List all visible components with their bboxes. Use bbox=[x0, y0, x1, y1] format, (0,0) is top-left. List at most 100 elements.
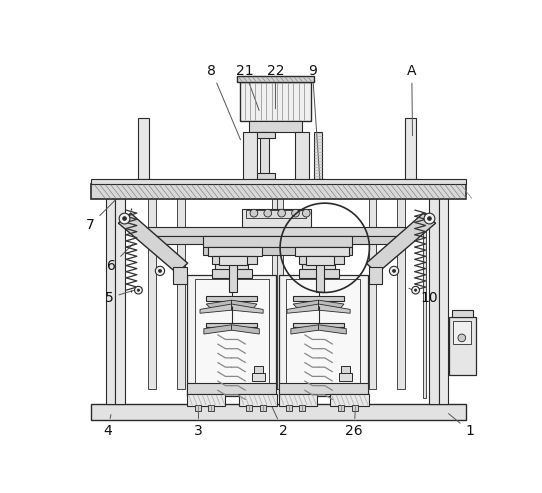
Bar bbox=[311, 178, 325, 185]
Text: 21: 21 bbox=[236, 64, 259, 110]
Polygon shape bbox=[206, 300, 231, 310]
Polygon shape bbox=[231, 304, 263, 313]
Circle shape bbox=[302, 210, 310, 217]
Bar bbox=[330, 394, 369, 406]
Bar bbox=[106, 190, 115, 404]
Bar bbox=[177, 188, 185, 388]
Polygon shape bbox=[366, 213, 436, 273]
Bar bbox=[402, 178, 418, 186]
Bar bbox=[299, 256, 344, 264]
Bar bbox=[277, 188, 283, 388]
Polygon shape bbox=[291, 325, 319, 334]
Text: 3: 3 bbox=[194, 397, 203, 438]
Text: 6: 6 bbox=[107, 245, 133, 273]
Bar bbox=[260, 132, 269, 184]
Bar bbox=[242, 209, 311, 227]
Bar bbox=[453, 321, 471, 344]
Circle shape bbox=[134, 286, 142, 294]
Bar bbox=[341, 366, 350, 380]
Bar bbox=[452, 310, 473, 317]
Circle shape bbox=[415, 289, 417, 291]
Circle shape bbox=[389, 266, 399, 276]
Circle shape bbox=[250, 210, 258, 217]
Bar bbox=[240, 82, 311, 121]
Circle shape bbox=[458, 334, 466, 342]
Bar bbox=[208, 247, 262, 256]
Bar bbox=[306, 255, 334, 265]
Bar bbox=[299, 269, 339, 278]
Circle shape bbox=[292, 210, 299, 217]
Bar bbox=[195, 279, 268, 392]
Bar bbox=[149, 188, 156, 388]
Text: 7: 7 bbox=[86, 190, 125, 232]
Bar bbox=[215, 264, 248, 275]
Polygon shape bbox=[319, 300, 344, 310]
Bar bbox=[369, 267, 383, 284]
Text: 9: 9 bbox=[308, 64, 320, 181]
Bar bbox=[397, 188, 405, 388]
Polygon shape bbox=[231, 325, 259, 334]
Circle shape bbox=[137, 289, 139, 291]
Circle shape bbox=[428, 216, 431, 220]
Bar bbox=[147, 236, 408, 244]
Circle shape bbox=[424, 213, 435, 224]
Bar bbox=[91, 184, 466, 199]
Bar bbox=[212, 256, 257, 264]
Polygon shape bbox=[319, 325, 346, 334]
Bar bbox=[255, 173, 275, 178]
Bar bbox=[369, 188, 376, 388]
Bar bbox=[295, 247, 349, 256]
Circle shape bbox=[156, 266, 165, 276]
Bar bbox=[429, 190, 438, 404]
Polygon shape bbox=[287, 304, 319, 313]
Bar bbox=[238, 394, 277, 406]
Polygon shape bbox=[293, 300, 319, 310]
Circle shape bbox=[412, 286, 420, 294]
Bar bbox=[138, 118, 149, 184]
Bar bbox=[338, 405, 344, 411]
Bar bbox=[246, 210, 306, 218]
Bar bbox=[147, 227, 408, 236]
Circle shape bbox=[119, 213, 130, 224]
Bar bbox=[203, 236, 352, 247]
Polygon shape bbox=[319, 304, 350, 313]
Bar bbox=[352, 405, 358, 411]
Bar bbox=[203, 247, 352, 255]
Text: 10: 10 bbox=[409, 288, 438, 305]
Bar bbox=[317, 264, 324, 292]
Bar bbox=[220, 255, 247, 265]
Bar bbox=[260, 405, 266, 411]
Bar bbox=[136, 178, 152, 186]
Bar bbox=[206, 296, 257, 301]
Bar bbox=[293, 296, 344, 301]
Bar bbox=[243, 132, 257, 184]
Bar bbox=[302, 264, 335, 275]
Bar bbox=[339, 373, 352, 381]
Bar bbox=[237, 76, 314, 82]
Bar bbox=[229, 264, 237, 292]
Text: 8: 8 bbox=[207, 64, 241, 140]
Bar bbox=[286, 405, 292, 411]
Polygon shape bbox=[200, 304, 231, 313]
Bar bbox=[286, 279, 360, 392]
Bar bbox=[314, 132, 321, 179]
Bar bbox=[254, 366, 263, 380]
Bar bbox=[405, 118, 416, 184]
Text: 11: 11 bbox=[449, 331, 470, 345]
Text: 1: 1 bbox=[449, 414, 474, 438]
Text: 5: 5 bbox=[105, 288, 142, 305]
Circle shape bbox=[264, 210, 272, 217]
Circle shape bbox=[122, 216, 126, 220]
Bar bbox=[211, 269, 251, 278]
Text: 2: 2 bbox=[267, 397, 288, 438]
Bar bbox=[249, 121, 302, 132]
Circle shape bbox=[158, 269, 162, 273]
Polygon shape bbox=[118, 213, 188, 273]
Bar bbox=[438, 190, 448, 404]
Polygon shape bbox=[204, 325, 231, 334]
Bar bbox=[293, 323, 344, 327]
Text: 22: 22 bbox=[267, 64, 284, 109]
Bar bbox=[187, 383, 276, 394]
Bar bbox=[253, 373, 264, 381]
Bar bbox=[279, 383, 368, 394]
